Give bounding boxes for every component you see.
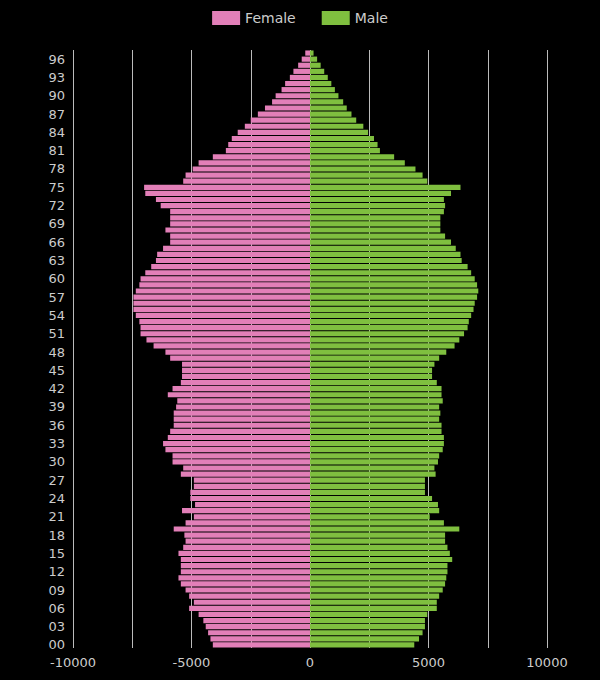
svg-text:09: 09 xyxy=(48,583,65,598)
svg-text:81: 81 xyxy=(48,143,65,158)
svg-text:51: 51 xyxy=(48,326,65,341)
svg-text:24: 24 xyxy=(48,491,65,506)
svg-text:75: 75 xyxy=(48,180,65,195)
svg-text:69: 69 xyxy=(48,216,65,231)
svg-text:5000: 5000 xyxy=(412,655,445,670)
svg-text:42: 42 xyxy=(48,381,65,396)
svg-text:84: 84 xyxy=(48,125,65,140)
svg-text:10000: 10000 xyxy=(526,655,567,670)
svg-text:60: 60 xyxy=(48,271,65,286)
svg-text:03: 03 xyxy=(48,619,65,634)
svg-text:Male: Male xyxy=(355,10,388,26)
svg-text:72: 72 xyxy=(48,198,65,213)
svg-text:27: 27 xyxy=(48,473,65,488)
svg-text:15: 15 xyxy=(48,546,65,561)
svg-text:-5000: -5000 xyxy=(173,655,211,670)
svg-text:93: 93 xyxy=(48,70,65,85)
svg-text:63: 63 xyxy=(48,253,65,268)
svg-text:-10000: -10000 xyxy=(50,655,96,670)
svg-text:78: 78 xyxy=(48,161,65,176)
svg-text:30: 30 xyxy=(48,454,65,469)
svg-text:96: 96 xyxy=(48,52,65,67)
svg-text:12: 12 xyxy=(48,564,65,579)
svg-text:87: 87 xyxy=(48,107,65,122)
svg-text:90: 90 xyxy=(48,88,65,103)
svg-text:0: 0 xyxy=(306,655,314,670)
svg-text:21: 21 xyxy=(48,509,65,524)
svg-text:33: 33 xyxy=(48,436,65,451)
svg-text:48: 48 xyxy=(48,345,65,360)
svg-text:66: 66 xyxy=(48,235,65,250)
svg-text:36: 36 xyxy=(48,418,65,433)
svg-text:00: 00 xyxy=(48,637,65,652)
svg-text:57: 57 xyxy=(48,290,65,305)
svg-text:54: 54 xyxy=(48,308,65,323)
svg-text:Female: Female xyxy=(245,10,296,26)
svg-text:18: 18 xyxy=(48,528,65,543)
svg-text:06: 06 xyxy=(48,601,65,616)
svg-text:45: 45 xyxy=(48,363,65,378)
svg-text:39: 39 xyxy=(48,399,65,414)
